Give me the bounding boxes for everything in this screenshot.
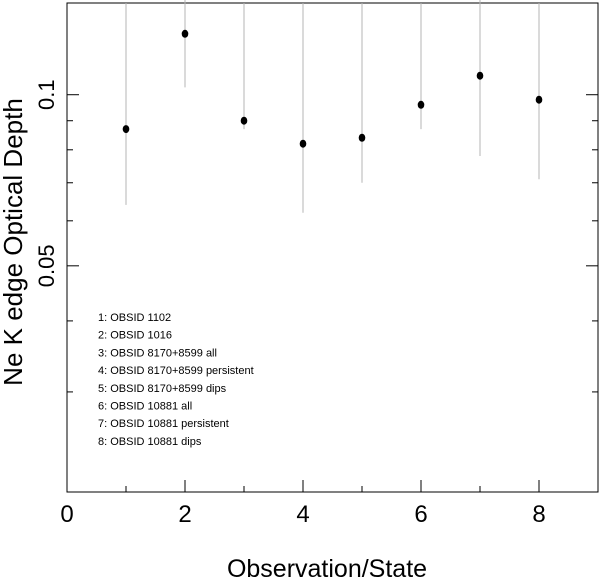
legend-entry: 7: OBSID 10881 persistent — [98, 418, 229, 430]
legend-entry: 5: OBSID 8170+8599 dips — [98, 383, 227, 395]
data-point — [181, 29, 189, 38]
data-point — [299, 139, 307, 148]
x-axis-label: Observation/State — [227, 555, 427, 581]
data-point — [358, 133, 366, 142]
y-tick-label: 0.05 — [34, 244, 59, 287]
legend-entry: 6: OBSID 10881 all — [98, 401, 192, 413]
y-axis-label: Ne K edge Optical Depth — [0, 98, 28, 386]
data-point — [535, 95, 543, 104]
x-tick-label: 6 — [414, 501, 427, 528]
legend-entry: 1: OBSID 1102 — [98, 312, 171, 324]
plot-area: 0 2 4 6 8 0.05 0.1 1: OBSID 1102 2: OBSID 1016 3:… — [34, 0, 599, 528]
legend-entry: 8: OBSID 10881 dips — [98, 436, 202, 448]
x-tick-label: 2 — [178, 501, 191, 528]
x-tick-label: 8 — [532, 501, 545, 528]
x-tick-label: 4 — [296, 501, 309, 528]
data-point — [476, 71, 484, 80]
legend-entry: 2: OBSID 1016 — [98, 330, 172, 342]
data-point — [417, 100, 425, 109]
legend-entry: 4: OBSID 8170+8599 persistent — [98, 365, 254, 377]
x-tick-label: 0 — [60, 501, 73, 528]
y-tick-label: 0.1 — [34, 79, 59, 110]
legend-entry: 3: OBSID 8170+8599 all — [98, 347, 217, 359]
data-point — [240, 116, 248, 125]
plot-frame — [66, 2, 599, 493]
data-point — [122, 125, 130, 134]
